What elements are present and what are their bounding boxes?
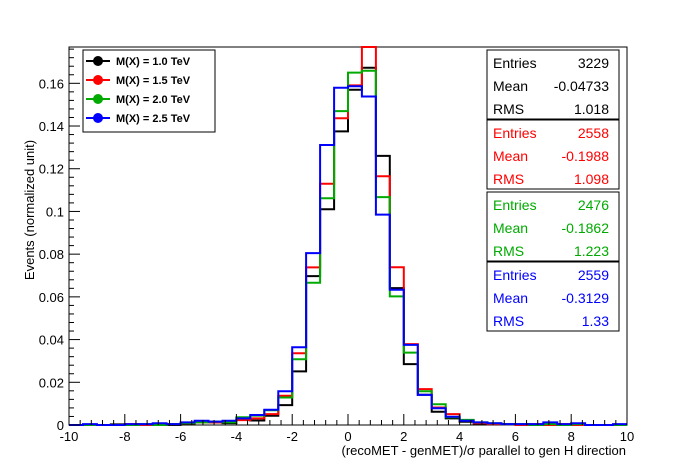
legend-label: M(X) = 1.0 TeV [116,56,191,68]
stats-value: 2559 [578,267,609,283]
stats-value: 3229 [578,55,609,71]
y-axis-title: Events (normalized unit) [22,140,37,280]
stats-box [486,119,620,190]
x-tick-label: 8 [568,429,575,444]
legend-label: M(X) = 1.5 TeV [116,75,191,87]
y-tick-label: 0.04 [39,333,64,348]
stats-key: RMS [493,101,524,117]
stats-key: Entries [493,267,537,283]
stats-key: RMS [493,243,524,259]
x-tick-label: -8 [119,429,131,444]
legend-label: M(X) = 2.5 TeV [116,113,191,125]
stats-key: RMS [493,171,524,187]
stats-box [486,49,620,120]
stats-key: Entries [493,197,537,213]
stats-value: 1.33 [582,313,609,329]
x-tick-label: -6 [175,429,187,444]
legend-marker [93,56,103,66]
legend-marker [93,75,103,85]
y-tick-label: 0 [57,418,64,433]
stats-value: 2558 [578,125,609,141]
stats-key: Mean [493,290,528,306]
legend-label: M(X) = 2.0 TeV [116,94,191,106]
stats-key: Mean [493,78,528,94]
stats-box [486,261,620,332]
x-tick-label: -2 [286,429,298,444]
series-line-4 [69,85,627,426]
x-tick-label: -10 [60,429,79,444]
x-tick-label: 0 [344,429,351,444]
x-tick-label: 4 [456,429,463,444]
stats-value: 2476 [578,197,609,213]
stats-value: -0.1988 [562,148,610,164]
y-tick-label: 0.14 [39,119,64,134]
x-axis-title: (recoMET - genMET)/σ parallel to gen H d… [341,443,626,458]
x-tick-label: -4 [231,429,243,444]
legend-marker [93,94,103,104]
y-tick-label: 0.06 [39,290,64,305]
stats-value: -0.3129 [562,290,610,306]
stats-boxes: Entries 3229 Mean -0.04733 RMS 1.018 Entries 25… [486,49,620,332]
stats-key: RMS [493,313,524,329]
stats-value: 1.098 [574,171,609,187]
stats-key: Entries [493,125,537,141]
y-tick-label: 0.16 [39,76,64,91]
x-tick-label: 2 [400,429,407,444]
y-tick-label: 0.12 [39,162,64,177]
y-tick-label: 0.1 [46,204,64,219]
x-tick-label: 6 [512,429,519,444]
x-tick-label: 10 [620,429,634,444]
stats-value: -0.04733 [554,78,609,94]
stats-value: 1.223 [574,243,609,259]
legend-marker [93,113,103,123]
y-tick-label: 0.08 [39,247,64,262]
axes-layer: -10 -8 -6 -4 -2 0 2 4 6 8 10 0 0.02 0.04 0.06 0.08 0.1 0.… [39,48,634,444]
legend: M(X) = 1.0 TeV M(X) = 1.5 TeV M(X) = 2.0 T… [82,49,216,133]
y-tick-label: 0.02 [39,375,64,390]
stats-key: Mean [493,148,528,164]
stats-value: -0.1862 [562,220,610,236]
stats-key: Mean [493,220,528,236]
stats-value: 1.018 [574,101,609,117]
stats-key: Entries [493,55,537,71]
stats-box [486,191,620,262]
